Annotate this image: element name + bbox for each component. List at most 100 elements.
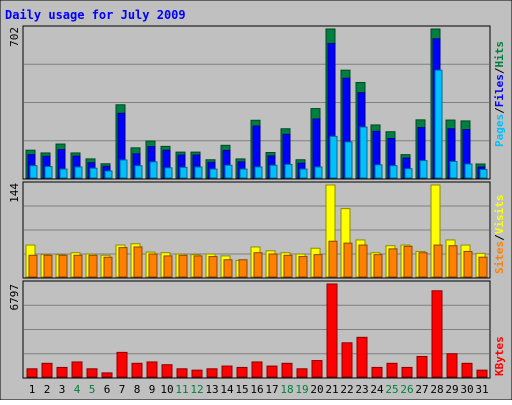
- bottom-bar-kbytes-day-17: [266, 365, 278, 378]
- bottom-bar-kbytes-day-7: [116, 351, 128, 378]
- x-tick-label-day-16: 16: [250, 383, 263, 396]
- legend-kbytes: KBytes: [493, 336, 506, 376]
- bottom-panel: [22, 280, 491, 379]
- bottom-bar-kbytes-day-14: [221, 365, 233, 378]
- middle-bar-sites-day-30: [463, 250, 473, 278]
- bottom-bar-kbytes-day-13: [206, 368, 218, 378]
- x-tick-label-day-24: 24: [370, 383, 384, 396]
- middle-bar-sites-day-16: [253, 252, 263, 278]
- top-bar-pages-day-28: [434, 69, 443, 179]
- top-bar-pages-day-16: [254, 166, 263, 179]
- bottom-bar-kbytes-day-11: [176, 368, 188, 378]
- middle-bar-sites-day-14: [223, 259, 233, 278]
- x-tick-label-day-27: 27: [415, 383, 428, 396]
- middle-bar-sites-day-21: [328, 240, 338, 278]
- x-tick-label-day-22: 22: [340, 383, 353, 396]
- top-bar-pages-day-13: [209, 168, 218, 179]
- top-bar-pages-day-12: [194, 166, 203, 179]
- bottom-bar-kbytes-day-5: [86, 368, 98, 378]
- middle-bar-sites-day-12: [193, 255, 203, 278]
- middle-bar-sites-day-10: [163, 255, 173, 278]
- x-tick-label-day-3: 3: [59, 383, 66, 396]
- legend-separator: /: [493, 234, 506, 241]
- top-bar-pages-day-22: [344, 141, 353, 179]
- top-bar-pages-day-29: [449, 160, 458, 179]
- x-tick-label-day-25: 25: [385, 383, 398, 396]
- middle-bar-sites-day-25: [388, 248, 398, 278]
- top-bar-pages-day-17: [269, 164, 278, 179]
- top-bar-pages-day-8: [134, 165, 143, 179]
- x-tick-label-day-13: 13: [205, 383, 218, 396]
- bottom-bar-kbytes-day-28: [431, 290, 443, 378]
- middle-bar-sites-day-17: [268, 253, 278, 278]
- x-tick-label-day-21: 21: [325, 383, 338, 396]
- x-tick-label-day-11: 11: [175, 383, 188, 396]
- bottom-bar-kbytes-day-19: [296, 368, 308, 378]
- middle-bar-sites-day-2: [43, 254, 53, 278]
- middle-bar-sites-day-20: [313, 254, 323, 278]
- bottom-bar-kbytes-day-29: [446, 353, 458, 378]
- bottom-bar-kbytes-day-3: [56, 366, 68, 378]
- x-tick-label-day-7: 7: [119, 383, 126, 396]
- middle-bar-sites-day-7: [118, 247, 128, 278]
- bottom-bar-kbytes-day-8: [131, 362, 143, 378]
- x-tick-label-day-1: 1: [29, 383, 36, 396]
- bottom-bar-kbytes-day-15: [236, 366, 248, 378]
- middle-panel-frame: [22, 181, 491, 279]
- bottom-bar-kbytes-day-16: [251, 361, 263, 378]
- chart-title: Daily usage for July 2009: [5, 8, 186, 22]
- bottom-bar-kbytes-day-20: [311, 360, 323, 378]
- x-tick-label-day-19: 19: [295, 383, 308, 396]
- top-bar-pages-day-21: [329, 135, 338, 179]
- legend-separator: /: [493, 67, 506, 74]
- middle-bar-sites-day-1: [28, 254, 38, 278]
- legend-pages: Pages: [493, 114, 506, 147]
- legend-sites: Sites: [493, 241, 506, 274]
- bottom-bar-kbytes-day-6: [101, 372, 113, 378]
- panels-layer: [22, 25, 491, 379]
- middle-bar-sites-day-9: [148, 253, 158, 278]
- x-tick-label-day-31: 31: [475, 383, 488, 396]
- x-tick-label-day-15: 15: [235, 383, 248, 396]
- x-tick-label-day-17: 17: [265, 383, 278, 396]
- middle-bar-sites-day-31: [478, 256, 488, 278]
- x-tick-label-day-4: 4: [74, 383, 81, 396]
- top-bar-pages-day-15: [239, 168, 248, 179]
- top-bar-pages-day-11: [179, 166, 188, 179]
- top-bar-pages-day-27: [419, 160, 428, 179]
- top-panel-frame: [22, 25, 491, 180]
- top-bar-pages-day-7: [119, 159, 128, 179]
- middle-panel: [22, 181, 491, 279]
- top-bar-pages-day-4: [74, 166, 83, 179]
- bottom-bar-kbytes-day-12: [191, 369, 203, 378]
- middle-bar-sites-day-4: [73, 254, 83, 278]
- middle-panel-scale-label: 144: [8, 183, 21, 203]
- bottom-bar-kbytes-day-2: [41, 362, 53, 378]
- bottom-bar-kbytes-day-30: [461, 362, 473, 378]
- middle-bar-sites-day-22: [343, 242, 353, 278]
- legend-files: Files: [493, 74, 506, 107]
- top-bar-pages-day-24: [374, 164, 383, 179]
- top-bar-pages-day-10: [164, 167, 173, 179]
- middle-bar-sites-day-13: [208, 256, 218, 278]
- top-bar-pages-day-20: [314, 166, 323, 179]
- x-tick-label-day-28: 28: [430, 383, 443, 396]
- x-tick-label-day-20: 20: [310, 383, 323, 396]
- bottom-bar-kbytes-day-27: [416, 355, 428, 378]
- middle-bar-sites-day-24: [373, 254, 383, 278]
- bottom-bar-kbytes-day-24: [371, 366, 383, 378]
- bottom-bar-kbytes-day-4: [71, 361, 83, 378]
- top-bar-pages-day-18: [284, 163, 293, 179]
- middle-bar-sites-day-26: [403, 245, 413, 278]
- x-tick-label-day-29: 29: [445, 383, 458, 396]
- bottom-bar-kbytes-day-26: [401, 366, 413, 378]
- x-tick-label-day-26: 26: [400, 383, 413, 396]
- middle-bar-sites-day-18: [283, 254, 293, 278]
- bottom-panel-frame: [22, 280, 491, 379]
- bottom-bar-kbytes-day-22: [341, 342, 353, 378]
- top-bar-pages-day-30: [464, 163, 473, 179]
- top-bar-pages-day-25: [389, 165, 398, 179]
- top-panel: [22, 25, 491, 180]
